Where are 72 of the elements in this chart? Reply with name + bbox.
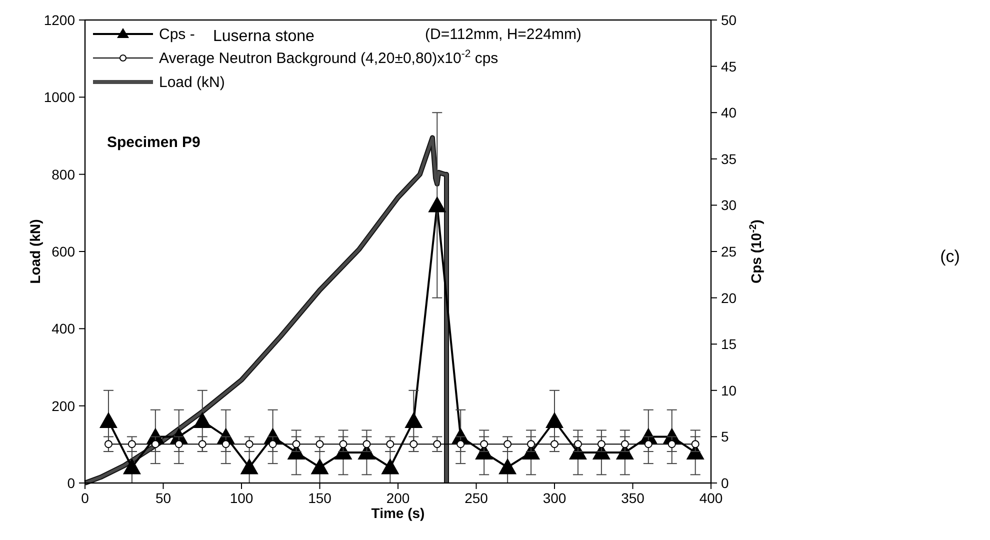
legend-label: Average Neutron Background (4,20±0,80)x10$^{-2}$ cps	[159, 48, 498, 67]
legend-label: Cps -	[159, 26, 195, 43]
point	[691, 440, 700, 448]
point	[193, 412, 212, 428]
y-tick-label: 400	[52, 320, 76, 337]
y2-tick-label: 45	[721, 58, 737, 74]
y-tick-label: 1200	[44, 12, 76, 28]
point	[245, 440, 254, 448]
y2-tick-label: 25	[721, 244, 737, 260]
annotation: Specimen P9	[107, 134, 200, 151]
point	[99, 412, 118, 428]
y-tick-label: 600	[52, 244, 76, 260]
point	[433, 440, 442, 448]
y2-tick-label: 10	[721, 382, 737, 398]
x-tick-label: 300	[542, 490, 566, 506]
point	[386, 440, 394, 448]
point	[498, 458, 517, 474]
point	[428, 196, 446, 212]
annotation: Luserna stone	[213, 28, 315, 45]
point	[198, 440, 206, 448]
point	[574, 440, 582, 448]
y-tick-label: 200	[52, 398, 76, 414]
point	[597, 440, 606, 448]
x-tick-label: 50	[155, 490, 172, 506]
point	[316, 440, 324, 448]
point	[504, 440, 512, 448]
point	[222, 440, 230, 448]
point	[620, 440, 629, 448]
point	[644, 440, 652, 448]
point	[174, 440, 183, 448]
point	[104, 440, 112, 448]
x-axis-title: Time (s)	[371, 505, 425, 521]
point	[404, 412, 423, 428]
point	[292, 440, 300, 448]
y2-tick-label: 40	[721, 104, 737, 121]
x-tick-label: 150	[308, 490, 332, 506]
point	[456, 440, 465, 448]
x-tick-label: 400	[699, 490, 723, 506]
point	[362, 440, 371, 448]
point	[268, 440, 277, 448]
point	[240, 458, 258, 474]
y2-tick-label: 20	[721, 290, 737, 306]
x-tick-label: 0	[81, 490, 90, 506]
y2-tick-label: 30	[721, 197, 737, 214]
point	[122, 458, 141, 474]
annotation: (D=112mm, H=224mm)	[425, 26, 582, 43]
x-tick-label: 350	[621, 490, 645, 506]
y2-tick-label: 5	[721, 428, 729, 445]
y2-tick-label: 35	[721, 150, 737, 167]
text: (c)	[940, 247, 960, 266]
y2-tick-label: 0	[721, 475, 729, 491]
y2-tick-label: 50	[721, 12, 737, 28]
point	[151, 440, 160, 448]
x-tick-label: 200	[386, 490, 410, 506]
legend-label: Load (kN)	[159, 74, 225, 91]
point	[668, 440, 676, 448]
point	[381, 458, 400, 474]
point	[527, 440, 536, 448]
point	[550, 440, 558, 448]
y-tick-label: 0	[67, 475, 76, 491]
point	[339, 440, 348, 448]
y-tick-label: 800	[52, 166, 76, 182]
point	[128, 440, 136, 448]
point	[410, 440, 418, 448]
y-axis-title: Load (kN)	[27, 219, 43, 284]
y2-tick-label: 15	[721, 336, 737, 352]
point	[546, 412, 564, 428]
point	[480, 440, 488, 448]
point	[310, 458, 329, 474]
x-tick-label: 250	[464, 490, 488, 506]
x-tick-label: 100	[230, 490, 254, 506]
y-tick-label: 1000	[44, 89, 76, 106]
